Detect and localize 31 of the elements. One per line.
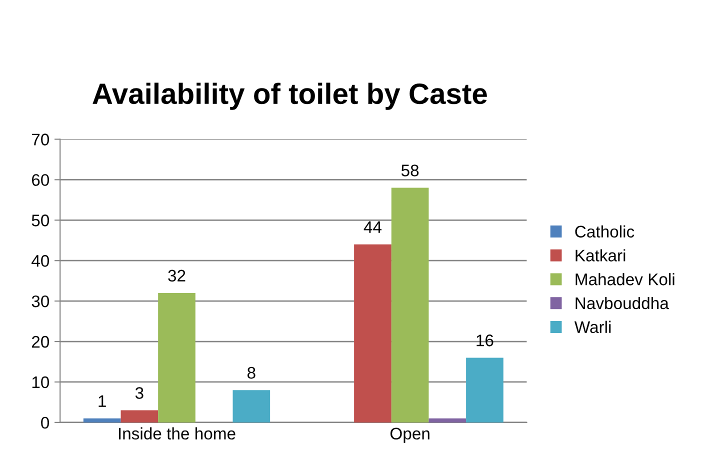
- y-tick-label: 0: [41, 416, 50, 429]
- data-label: 58: [401, 164, 419, 176]
- y-tick-label: 20: [32, 336, 50, 348]
- bar: [158, 292, 196, 422]
- y-tick-label: 60: [32, 174, 50, 186]
- bar: [354, 244, 392, 422]
- bar: [466, 358, 504, 422]
- data-label: 3: [135, 387, 144, 399]
- data-label: 16: [476, 334, 494, 346]
- bar: [83, 418, 121, 422]
- y-tick-label: 70: [32, 134, 50, 146]
- x-tick-label: Inside the home: [118, 427, 236, 440]
- data-label: 1: [98, 395, 106, 407]
- y-tick-label: 10: [32, 376, 50, 388]
- bar: [120, 410, 158, 422]
- legend-label: Warli: [574, 320, 611, 334]
- legend-label: Mahadev Koli: [576, 273, 674, 286]
- bar: [391, 188, 429, 422]
- data-label: 32: [168, 270, 186, 282]
- data-label: 44: [364, 221, 382, 233]
- y-tick-label: 40: [32, 255, 50, 267]
- chart-title: Availability of toilet by Caste: [92, 82, 487, 110]
- data-label: 8: [248, 366, 256, 379]
- y-tick-label: 30: [32, 295, 50, 308]
- legend-label: Navbouddha: [576, 296, 669, 310]
- legend-label: Catholic: [575, 225, 634, 238]
- legend-label: Katkari: [576, 249, 626, 262]
- bar: [232, 390, 270, 422]
- y-tick-label: 50: [32, 214, 50, 226]
- bar: [428, 418, 466, 422]
- x-tick-label: Open: [390, 428, 430, 443]
